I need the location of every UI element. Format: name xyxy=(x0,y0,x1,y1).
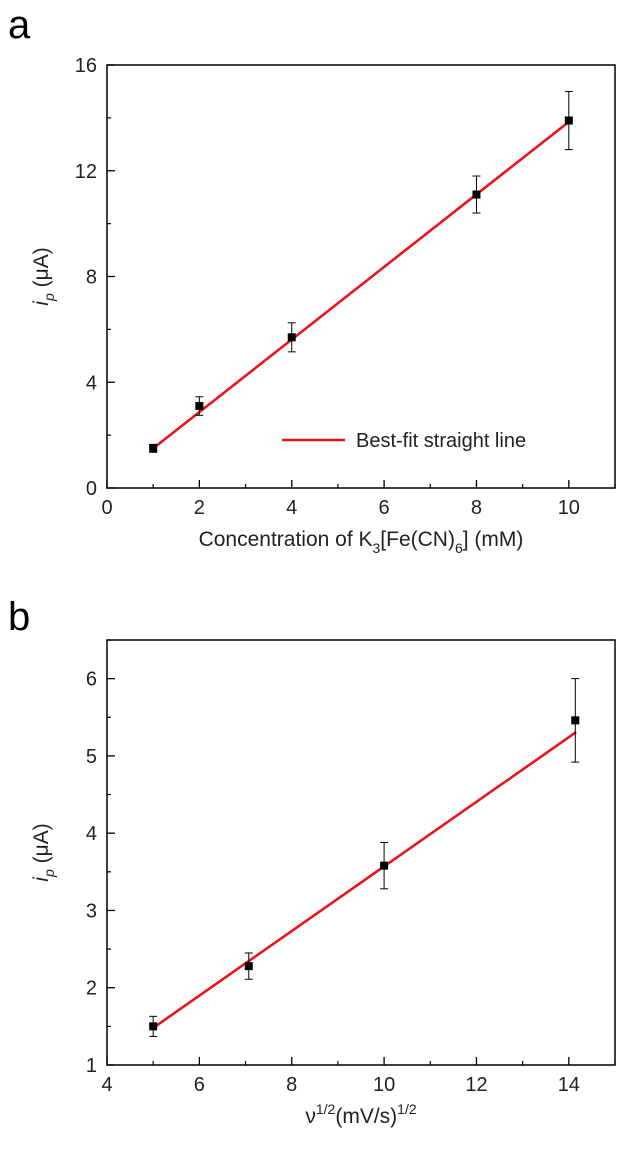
data-point xyxy=(287,333,296,342)
x-axis-title-part: 1/2 xyxy=(397,1101,417,1117)
y-axis-title-part: p xyxy=(41,293,57,302)
y-axis-title-part: i xyxy=(30,300,53,306)
y-tick-label: 0 xyxy=(86,478,97,500)
y-tick-label: 3 xyxy=(86,900,97,922)
data-point xyxy=(571,716,580,725)
panel-b-letter: b xyxy=(8,595,30,639)
x-tick-label: 6 xyxy=(379,497,390,519)
x-axis-title-part: 3 xyxy=(373,540,381,556)
x-tick-label: 4 xyxy=(286,497,297,519)
x-tick-label: 10 xyxy=(373,1074,395,1096)
x-tick-label: 2 xyxy=(194,497,205,519)
y-tick-label: 1 xyxy=(86,1055,97,1077)
y-tick-label: 4 xyxy=(86,372,97,394)
data-point xyxy=(244,962,253,971)
x-axis-title-part: 6 xyxy=(455,540,463,556)
data-point xyxy=(195,402,204,411)
x-axis-title-part: Concentration of K xyxy=(199,528,373,551)
y-tick-label: 8 xyxy=(86,267,97,289)
data-point xyxy=(149,1022,158,1031)
x-axis-title: Concentration of K3[Fe(CN)6] (mM) xyxy=(199,528,524,556)
x-axis-title-part: ν xyxy=(305,1105,316,1128)
y-tick-label: 5 xyxy=(86,746,97,768)
y-axis-title-part: (μA) xyxy=(30,823,53,869)
x-tick-label: 10 xyxy=(558,497,580,519)
x-tick-label: 4 xyxy=(101,1074,112,1096)
y-axis-title-part: p xyxy=(41,869,57,878)
x-axis-title-part: [Fe(CN) xyxy=(380,528,455,551)
x-tick-label: 14 xyxy=(558,1074,580,1096)
plot-frame xyxy=(106,639,616,1066)
x-tick-label: 6 xyxy=(194,1074,205,1096)
y-tick-label: 12 xyxy=(75,161,97,183)
x-tick-label: 0 xyxy=(101,497,112,519)
x-tick-label: 12 xyxy=(465,1074,487,1096)
panel-a-letter: a xyxy=(8,3,31,47)
y-axis-title: ip (μA) xyxy=(30,823,57,881)
y-tick-label: 6 xyxy=(86,669,97,691)
fit-line xyxy=(151,120,571,450)
x-tick-label: 8 xyxy=(286,1074,297,1096)
y-axis-title: ip (μA) xyxy=(30,247,57,305)
y-tick-label: 2 xyxy=(86,978,97,1000)
data-point xyxy=(564,116,573,125)
x-axis-title-part: 1/2 xyxy=(316,1101,336,1117)
x-axis-title-part: (mV/s) xyxy=(335,1105,397,1128)
y-tick-label: 4 xyxy=(86,823,97,845)
x-axis-title: ν1/2(mV/s)1/2 xyxy=(305,1101,416,1128)
data-point xyxy=(380,861,389,870)
data-point xyxy=(149,444,158,453)
legend-label: Best-fit straight line xyxy=(356,430,526,452)
x-axis-title-part: ] (mM) xyxy=(463,528,524,551)
y-axis-title-part: (μA) xyxy=(30,247,53,293)
y-axis-title-part: i xyxy=(30,876,53,882)
x-tick-label: 8 xyxy=(471,497,482,519)
y-tick-label: 16 xyxy=(75,55,97,77)
fit-line xyxy=(151,731,577,1030)
data-point xyxy=(472,190,481,199)
chart-a: 0 2 4 6 8 10 0 4 8 12 16 Concentration of K3[Fe(CN)… xyxy=(30,55,616,556)
